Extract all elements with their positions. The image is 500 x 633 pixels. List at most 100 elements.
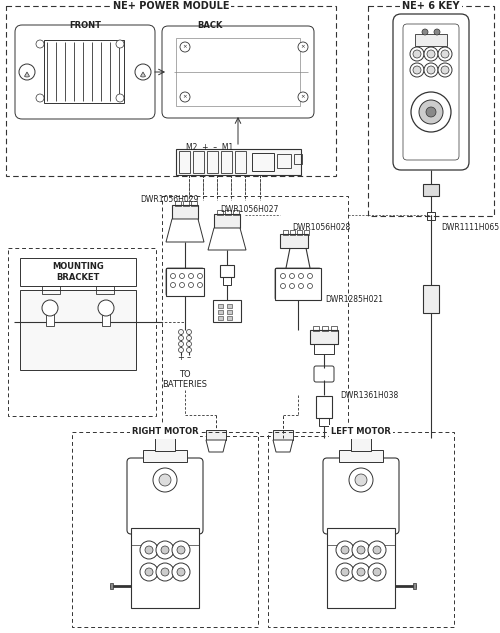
Bar (44, 40, 124, 103)
Circle shape (441, 66, 449, 74)
Circle shape (341, 568, 349, 576)
Text: NE+ POWER MODULE: NE+ POWER MODULE (113, 1, 229, 11)
Circle shape (413, 50, 421, 58)
Circle shape (341, 546, 349, 554)
Circle shape (438, 63, 452, 77)
Text: DWR1056H029: DWR1056H029 (140, 196, 198, 204)
Bar (191, 201, 197, 206)
Bar (218, 316, 223, 320)
Bar (322, 326, 328, 331)
Bar (166, 268, 204, 296)
Circle shape (424, 47, 438, 61)
Text: RIGHT MOTOR: RIGHT MOTOR (132, 427, 198, 437)
Circle shape (290, 273, 294, 279)
Wedge shape (140, 72, 145, 77)
FancyBboxPatch shape (314, 366, 334, 382)
Wedge shape (24, 72, 29, 77)
Circle shape (308, 273, 312, 279)
Bar (423, 285, 439, 313)
Bar (221, 151, 232, 173)
Bar (102, 308, 110, 326)
Circle shape (156, 541, 174, 559)
FancyBboxPatch shape (162, 26, 314, 118)
Bar (183, 201, 189, 206)
Text: ×: × (300, 94, 306, 99)
Circle shape (170, 273, 175, 279)
Bar (233, 210, 239, 215)
Bar (20, 258, 136, 286)
Circle shape (178, 348, 184, 353)
Bar (235, 151, 246, 173)
Circle shape (135, 64, 151, 80)
Bar (339, 450, 383, 462)
Text: DWR1111H065: DWR1111H065 (441, 223, 499, 232)
Circle shape (140, 563, 158, 581)
Circle shape (290, 284, 294, 289)
Bar (351, 438, 371, 451)
FancyBboxPatch shape (15, 25, 155, 119)
Circle shape (434, 29, 440, 35)
FancyBboxPatch shape (393, 14, 469, 170)
Circle shape (280, 273, 285, 279)
Circle shape (186, 335, 192, 341)
Circle shape (145, 546, 153, 554)
Text: +: + (178, 353, 184, 363)
Circle shape (186, 341, 192, 346)
Circle shape (419, 100, 443, 124)
Bar (143, 450, 187, 462)
Circle shape (116, 94, 124, 102)
Text: –: – (187, 353, 191, 363)
Bar (8, 248, 156, 416)
Circle shape (180, 282, 184, 287)
Circle shape (336, 541, 354, 559)
Bar (413, 583, 416, 589)
Circle shape (373, 546, 381, 554)
Circle shape (411, 92, 451, 132)
Text: TO
BATTERIES: TO BATTERIES (162, 370, 208, 389)
Bar (275, 268, 321, 300)
Text: MOUNTING
BRACKET: MOUNTING BRACKET (52, 262, 104, 282)
Circle shape (427, 66, 435, 74)
Circle shape (198, 273, 202, 279)
Circle shape (349, 468, 373, 492)
Text: FRONT: FRONT (69, 22, 101, 30)
Circle shape (357, 546, 365, 554)
Bar (96, 286, 114, 294)
Bar (297, 230, 302, 235)
Circle shape (298, 42, 308, 52)
Bar (218, 304, 223, 308)
Bar (223, 277, 231, 285)
Circle shape (178, 341, 184, 346)
Circle shape (410, 47, 424, 61)
Bar (175, 201, 181, 206)
Text: DWR1056H028: DWR1056H028 (292, 223, 350, 232)
Text: DWR1056H027: DWR1056H027 (220, 206, 278, 215)
Bar (290, 230, 295, 235)
Circle shape (352, 541, 370, 559)
Circle shape (373, 568, 381, 576)
Circle shape (36, 40, 44, 48)
Circle shape (426, 107, 436, 117)
Circle shape (178, 335, 184, 341)
Bar (176, 38, 300, 106)
Bar (227, 310, 232, 314)
Bar (176, 149, 301, 175)
FancyBboxPatch shape (403, 24, 459, 160)
Circle shape (145, 568, 153, 576)
Bar (331, 326, 337, 331)
Bar (162, 196, 348, 436)
Bar (319, 418, 329, 426)
Circle shape (352, 563, 370, 581)
Bar (213, 300, 241, 322)
Bar (206, 430, 226, 440)
Circle shape (298, 92, 308, 102)
Circle shape (140, 541, 158, 559)
Bar (172, 205, 198, 219)
Polygon shape (166, 219, 204, 242)
Text: DWR1285H021: DWR1285H021 (325, 296, 383, 304)
Circle shape (180, 42, 190, 52)
Bar (225, 210, 231, 215)
Bar (193, 151, 204, 173)
Circle shape (172, 563, 190, 581)
Polygon shape (206, 440, 226, 452)
